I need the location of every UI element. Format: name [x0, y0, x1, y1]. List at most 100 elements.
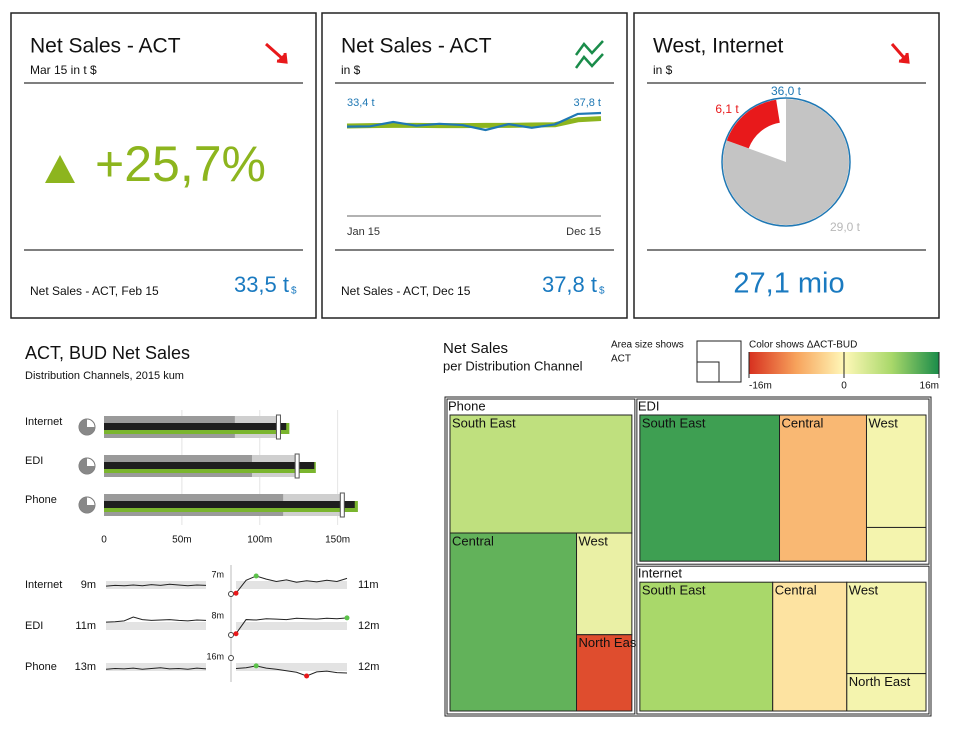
kpi-value: 27,1 mio	[733, 268, 844, 300]
card-title: West, Internet	[653, 35, 784, 58]
sparkline	[105, 667, 207, 670]
card	[321, 12, 628, 319]
category-label: Internet	[25, 416, 62, 428]
treemap-cell	[865, 526, 927, 562]
icon	[79, 497, 95, 513]
cell-label: West	[579, 533, 609, 548]
line	[346, 111, 602, 132]
max-point	[344, 615, 350, 621]
min-point	[233, 590, 239, 596]
trend-icon	[265, 42, 288, 64]
row-label: Internet	[25, 579, 62, 591]
icon	[79, 458, 95, 474]
pie-slice	[723, 99, 850, 225]
size-legend-icon	[696, 361, 720, 383]
x-tick-label: 100m	[247, 535, 272, 546]
treemap-cell	[779, 414, 867, 562]
category-label: EDI	[25, 455, 43, 467]
card-title: Net Sales - ACT	[30, 35, 181, 58]
x-tick-label: Dec 15	[566, 226, 601, 238]
x-tick-label: 150m	[325, 535, 350, 546]
line	[346, 116, 602, 129]
bar	[104, 462, 315, 469]
legend-note: Color shows ΔACT-BUD	[749, 340, 857, 351]
cell-label: West	[849, 583, 879, 598]
target-marker	[275, 414, 281, 440]
value-label: 37,8 t	[573, 97, 601, 109]
card-subtitle: Mar 15 in t $	[30, 63, 97, 77]
max-point	[253, 573, 259, 579]
treemap-cell	[639, 581, 774, 712]
cell-label: Central	[782, 415, 824, 430]
trend-icon	[890, 43, 910, 64]
value-label: 13m	[75, 661, 96, 673]
band	[106, 622, 206, 630]
value-label: 29,0 t	[830, 220, 861, 234]
card-subtitle: in $	[341, 63, 361, 77]
sparkline	[105, 616, 207, 623]
bar	[104, 423, 287, 430]
treemap-cell	[449, 532, 578, 712]
sparkline	[235, 617, 348, 635]
footer-label: Net Sales - ACT, Feb 15	[30, 284, 159, 298]
trend-icon	[574, 40, 604, 69]
cell-label: Central	[452, 533, 494, 548]
target-marker	[294, 453, 300, 479]
row-label: EDI	[25, 620, 43, 632]
total-label: 36,0 t	[771, 84, 802, 98]
value-label: 12m	[358, 620, 379, 632]
footer-value: 33,5 t	[234, 272, 289, 297]
pie-slice	[726, 99, 780, 149]
mid-point	[228, 591, 234, 597]
x-tick-label: 0	[101, 535, 107, 546]
x-tick-label: Jan 15	[347, 226, 380, 238]
legend-note: ACT	[611, 354, 631, 365]
cell-label: North East	[849, 674, 911, 689]
value-label: 12m	[358, 661, 379, 673]
treemap-cell	[449, 414, 633, 534]
cell-label: South East	[642, 415, 706, 430]
value-label: 11m	[75, 620, 96, 632]
value-label: 16m	[206, 651, 224, 661]
value-label: 11m	[358, 579, 379, 591]
footer-label: Net Sales - ACT, Dec 15	[341, 284, 471, 298]
chart-title: Net Sales	[443, 340, 508, 357]
treemap-frame	[444, 396, 932, 717]
kpi-value: +25,7%	[95, 136, 266, 192]
group-label: EDI	[638, 398, 660, 413]
value-label: 6,1 t	[715, 102, 739, 116]
legend-tick-label: -16m	[749, 381, 772, 392]
mid-point	[228, 632, 234, 638]
target-marker	[339, 492, 345, 518]
value-label: 9m	[81, 579, 96, 591]
cell-label: South East	[642, 583, 706, 598]
x-tick-label: 50m	[172, 535, 191, 546]
treemap-cell	[576, 634, 633, 712]
cell-label: West	[868, 415, 898, 430]
legend-tick-label: 16m	[920, 381, 939, 392]
row-label: Phone	[25, 661, 57, 673]
legend-tick-label: 0	[841, 381, 847, 392]
icon	[79, 419, 95, 435]
treemap-cell	[846, 581, 927, 675]
category-label: Phone	[25, 494, 57, 506]
up-triangle	[45, 155, 75, 183]
value-label: 33,4 t	[347, 97, 375, 109]
legend-note: Area size shows	[611, 340, 684, 351]
max-point	[253, 663, 259, 669]
treemap-cell	[846, 673, 927, 712]
chart-subtitle: per Distribution Channel	[443, 358, 583, 373]
value-label: 8m	[211, 610, 224, 620]
mid-point	[228, 655, 234, 661]
min-point	[233, 631, 239, 637]
group-label: Phone	[448, 398, 486, 413]
card-subtitle: in $	[653, 63, 673, 77]
sparkline	[105, 583, 207, 587]
cell-label: Central	[775, 583, 817, 598]
group-label: Internet	[638, 566, 682, 581]
treemap-cell	[639, 414, 781, 562]
cell-label: South East	[452, 415, 516, 430]
min-point	[304, 673, 310, 679]
chart-title: ACT, BUD Net Sales	[25, 343, 190, 363]
